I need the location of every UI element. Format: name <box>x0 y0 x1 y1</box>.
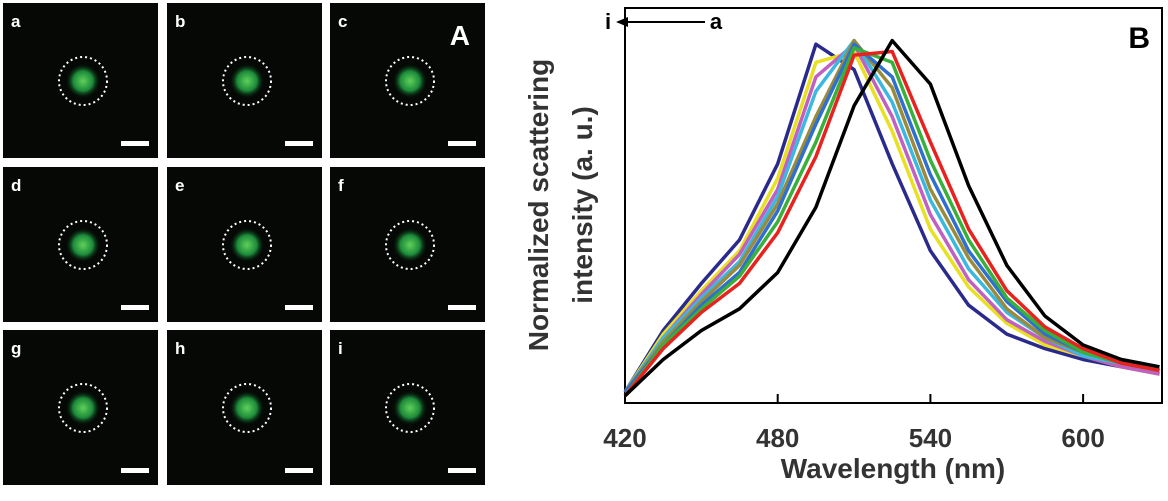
image-label: f <box>338 176 344 195</box>
dotted-circle <box>58 56 108 106</box>
panel-label: A <box>450 20 470 51</box>
image-label: g <box>11 339 21 358</box>
spectrum-line <box>623 42 1160 394</box>
scale-bar <box>448 468 476 473</box>
particle-spot <box>65 390 101 426</box>
particle-spot <box>229 390 265 426</box>
scale-bar <box>448 305 476 310</box>
image-label: a <box>11 12 21 31</box>
scale-bar <box>121 305 149 310</box>
plot-frame <box>624 7 1163 404</box>
spectrum-line <box>623 42 1160 394</box>
dotted-circle <box>58 383 108 433</box>
x-tick-label: 480 <box>756 423 799 453</box>
scale-bar <box>121 141 149 146</box>
dotted-circle <box>222 220 272 270</box>
particle-spot <box>392 63 428 99</box>
x-tick-label: 420 <box>603 423 646 453</box>
spectrum-line <box>623 38 1160 398</box>
spectrum-line <box>623 38 1160 394</box>
arrow-head <box>616 17 628 27</box>
image-label: d <box>11 176 21 195</box>
x-tick-label: 600 <box>1061 423 1104 453</box>
dotted-circle <box>385 220 435 270</box>
scale-bar <box>285 468 313 473</box>
image-label: i <box>338 339 343 358</box>
panel-a: a b c d e f g h i <box>3 3 485 485</box>
dotted-circle <box>58 220 108 270</box>
scale-bar <box>285 141 313 146</box>
image-label: c <box>338 12 347 31</box>
scale-bar <box>448 141 476 146</box>
scale-bar <box>285 305 313 310</box>
y-axis-label: Normalized scattering <box>523 59 554 352</box>
dotted-circle <box>385 383 435 433</box>
image-label: b <box>175 12 185 31</box>
spectrum-line <box>623 46 1160 397</box>
dotted-circle <box>222 56 272 106</box>
particle-spot <box>65 227 101 263</box>
dotted-circle <box>385 56 435 106</box>
particle-spot <box>229 63 265 99</box>
particle-spot <box>229 227 265 263</box>
particle-spot <box>392 390 428 426</box>
image-label: h <box>175 339 185 358</box>
scale-bar <box>121 468 149 473</box>
x-axis-label: Wavelength (nm) <box>781 453 1006 484</box>
particle-spot <box>392 227 428 263</box>
particle-spot <box>65 63 101 99</box>
image-label: e <box>175 176 184 195</box>
panel-label: B <box>1128 22 1150 55</box>
dotted-circle <box>222 383 272 433</box>
plot: 420 480 540 600 <box>603 38 1160 453</box>
spectrum-line <box>623 42 1160 394</box>
x-tick-label: 540 <box>909 423 952 453</box>
annotation: a <box>710 9 723 34</box>
spectrum-line <box>623 49 1160 397</box>
y-axis-label: intensity (a. u.) <box>567 106 598 304</box>
spectrum-line <box>623 38 1160 394</box>
annotation: i <box>605 9 611 34</box>
